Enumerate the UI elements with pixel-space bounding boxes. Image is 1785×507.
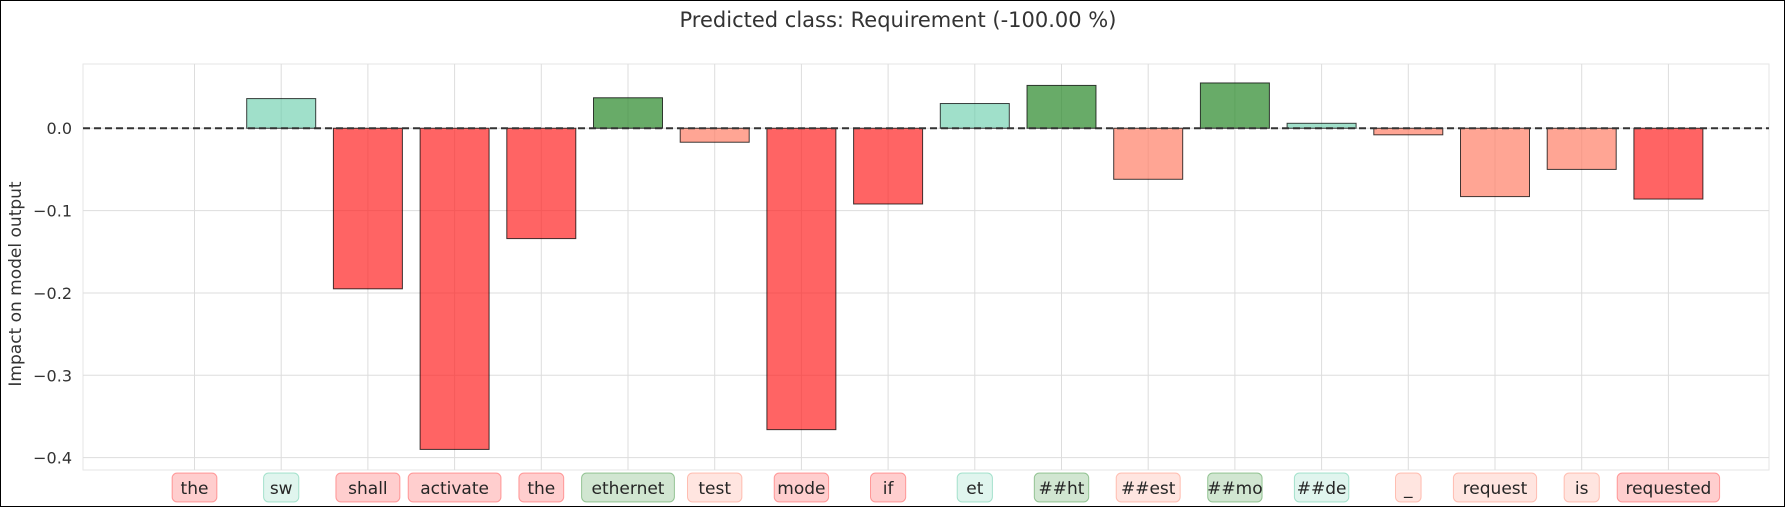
bar-5 <box>506 127 577 240</box>
category-label-box <box>1563 472 1600 503</box>
category-label: test <box>698 479 731 499</box>
category-label-box <box>1207 472 1263 503</box>
category-label: ##est <box>1121 479 1176 499</box>
bar-2 <box>246 98 317 129</box>
category-label: ##ht <box>1039 479 1085 499</box>
category-label-box <box>1395 472 1422 503</box>
y-tick-label: −0.1 <box>33 202 72 221</box>
category-label: sw <box>270 479 293 499</box>
category-label-box <box>1616 472 1721 503</box>
category-label: if <box>883 479 895 499</box>
category-label-box <box>773 472 830 503</box>
category-label-box <box>581 472 675 503</box>
bar-10 <box>939 103 1010 129</box>
category-label: the <box>181 479 209 499</box>
bar-8 <box>766 127 837 431</box>
bar-16 <box>1460 127 1530 198</box>
y-tick-label: 0.0 <box>47 119 72 138</box>
bar-11 <box>1026 84 1097 129</box>
category-label-box <box>335 472 401 503</box>
bar-4 <box>419 127 490 450</box>
y-tick-label: −0.4 <box>33 449 72 468</box>
bar-6 <box>593 97 663 129</box>
category-label-box <box>407 472 502 503</box>
category-label: the <box>527 479 555 499</box>
bar-12 <box>1113 127 1184 180</box>
category-label-box <box>687 472 743 503</box>
category-label-box <box>870 472 907 503</box>
category-label: _ <box>1403 479 1413 499</box>
category-label: requested <box>1625 479 1711 499</box>
bar-9 <box>853 127 924 205</box>
category-label-box <box>171 472 218 503</box>
y-tick-label: −0.3 <box>33 366 72 385</box>
category-label: ##de <box>1297 479 1347 499</box>
chart-title: Predicted class: Requirement (-100.00 %) <box>680 8 1117 32</box>
bar-17 <box>1546 127 1617 170</box>
category-label: et <box>966 479 983 499</box>
category-label: ##mo <box>1207 479 1262 499</box>
category-label-box <box>1293 472 1350 503</box>
category-label: shall <box>348 479 388 499</box>
category-label: is <box>1575 479 1589 499</box>
y-tick-label: −0.2 <box>33 284 72 303</box>
category-label-box <box>263 472 300 503</box>
bar-3 <box>332 127 403 290</box>
category-label: mode <box>777 479 825 499</box>
category-label: activate <box>420 479 489 499</box>
category-label-box <box>956 472 993 503</box>
bar-13 <box>1199 82 1270 129</box>
y-axis-label: Impact on model output <box>6 181 26 387</box>
plot-area <box>82 63 1770 471</box>
category-label-box <box>518 472 565 503</box>
category-label: request <box>1463 479 1528 499</box>
category-label-box <box>1115 472 1181 503</box>
category-label-box <box>1452 472 1538 503</box>
bar-7 <box>679 127 750 143</box>
category-label: ethernet <box>592 479 665 499</box>
category-label-box <box>1033 472 1090 503</box>
bar-18 <box>1633 127 1704 200</box>
